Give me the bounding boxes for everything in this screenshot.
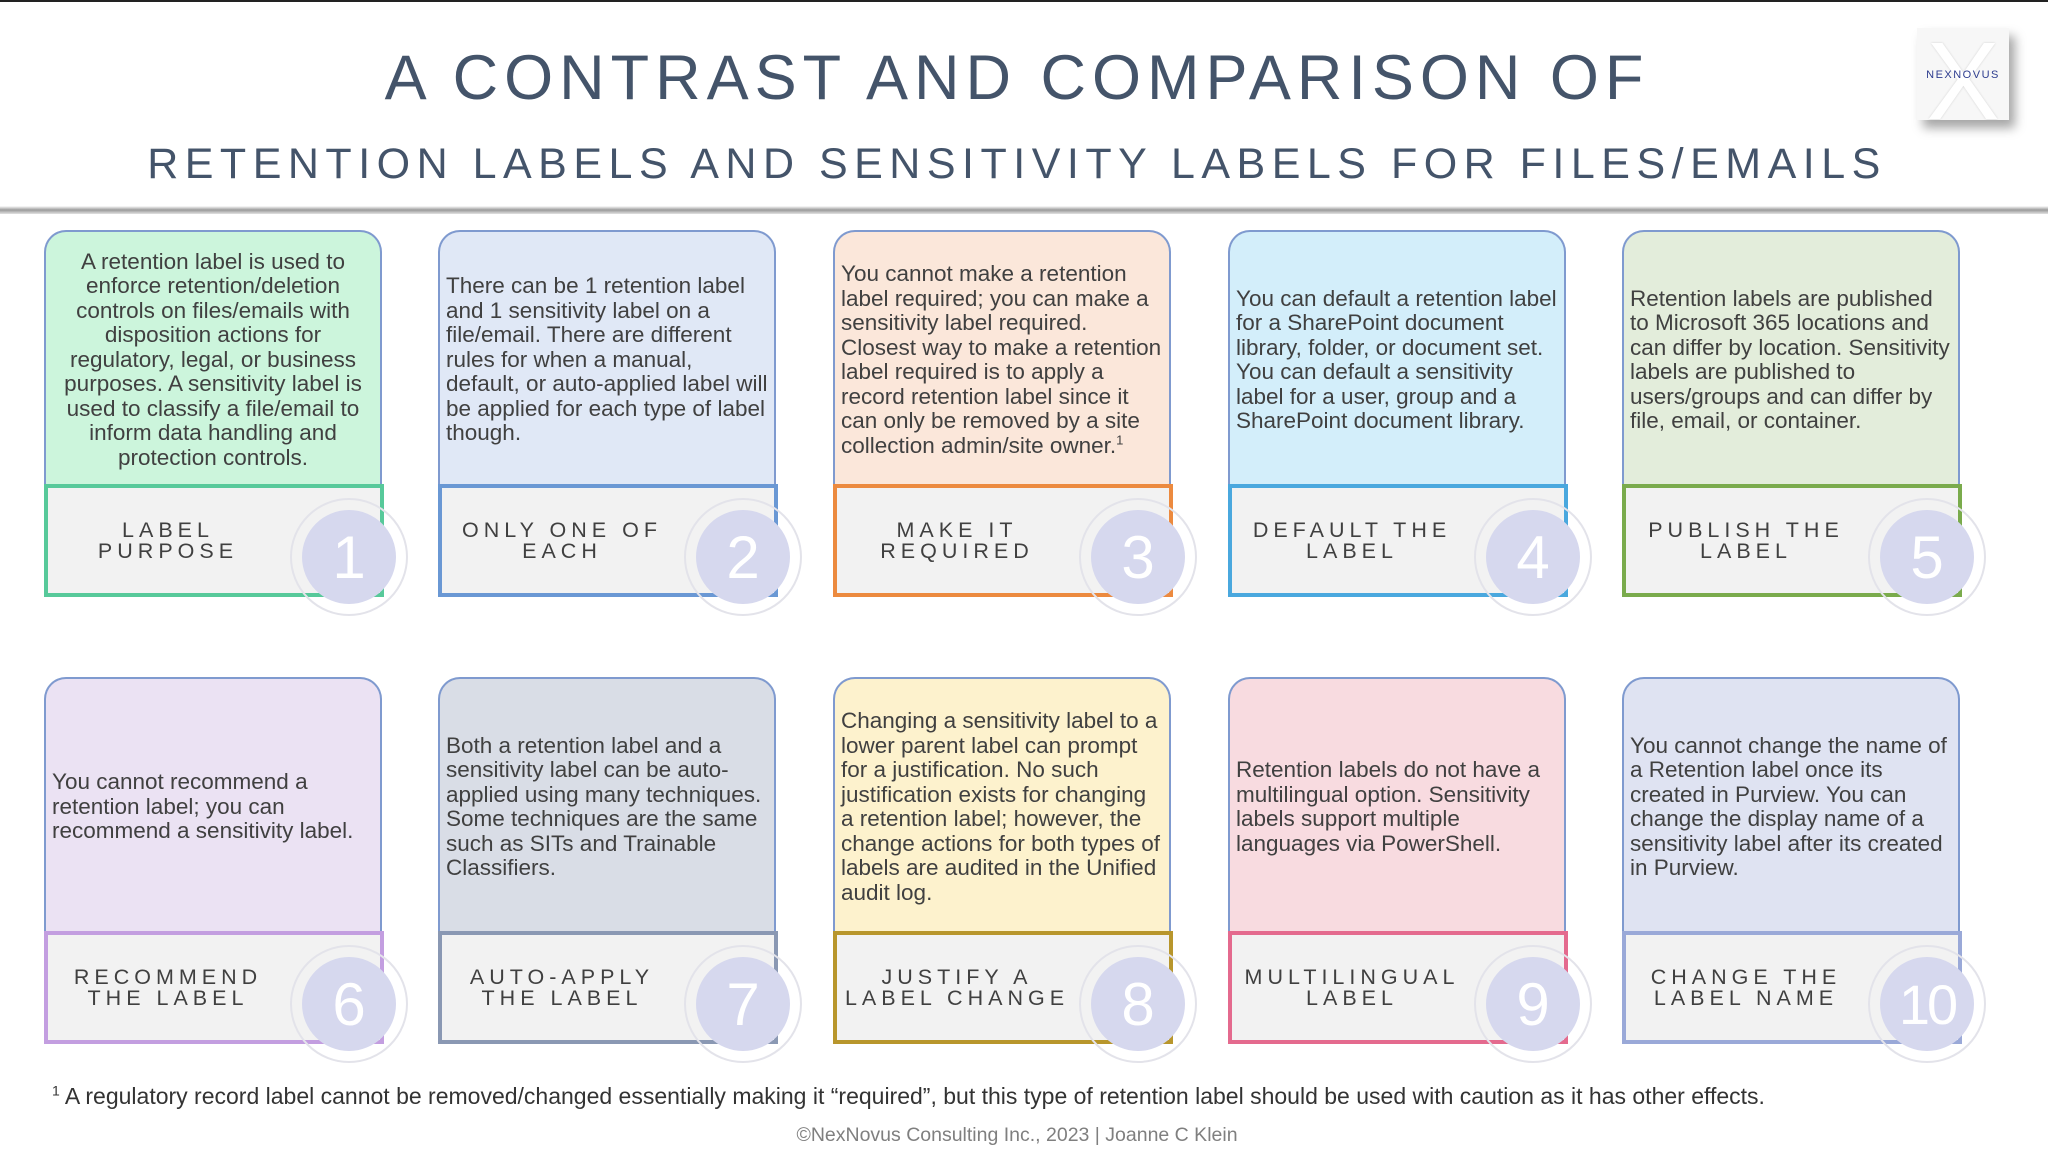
number-ring xyxy=(290,945,408,1063)
card-description-panel: Retention labels do not have a multiling… xyxy=(1228,677,1566,935)
number-ring xyxy=(1079,498,1197,616)
comparison-card: You cannot recommend a retention label; … xyxy=(44,677,408,1063)
comparison-card: There can be 1 retention label and 1 sen… xyxy=(438,230,802,616)
card-number-badge: 6 xyxy=(302,957,396,1051)
comparison-card: You cannot make a retention label requir… xyxy=(833,230,1197,616)
number-ring xyxy=(684,498,802,616)
card-description: Retention labels are published to Micros… xyxy=(1630,285,1950,433)
number-ring xyxy=(1474,498,1592,616)
card-description: There can be 1 retention label and 1 sen… xyxy=(446,273,768,446)
comparison-card: Retention labels do not have a multiling… xyxy=(1228,677,1592,1063)
card-number-badge: 4 xyxy=(1486,510,1580,604)
card-description: You can default a retention label for a … xyxy=(1236,285,1557,433)
number-ring xyxy=(1474,945,1592,1063)
card-description-panel: Changing a sensitivity label to a lower … xyxy=(833,677,1171,935)
card-description-panel: You cannot recommend a retention label; … xyxy=(44,677,382,935)
card-description: You cannot make a retention label requir… xyxy=(841,261,1162,458)
card-description-panel: You cannot change the name of a Retentio… xyxy=(1622,677,1960,935)
card-description-panel: There can be 1 retention label and 1 sen… xyxy=(438,230,776,488)
card-number-badge: 3 xyxy=(1091,510,1185,604)
footnote: 1 A regulatory record label cannot be re… xyxy=(52,1083,1765,1110)
card-number-badge: 1 xyxy=(302,510,396,604)
card-number-badge: 5 xyxy=(1880,510,1974,604)
card-description: You cannot recommend a retention label; … xyxy=(52,769,354,844)
card-description: You cannot change the name of a Retentio… xyxy=(1630,732,1947,880)
card-description-panel: Both a retention label and a sensitivity… xyxy=(438,677,776,935)
comparison-card: A retention label is used to enforce ret… xyxy=(44,230,408,616)
page-title: A CONTRAST AND COMPARISON OF xyxy=(384,43,1650,113)
page-subtitle: RETENTION LABELS AND SENSITIVITY LABELS … xyxy=(147,140,1887,188)
footnote-ref: 1 xyxy=(1116,432,1124,447)
card-label: RECOMMEND THE LABEL xyxy=(73,964,263,1010)
number-ring xyxy=(1868,498,1986,616)
nexnovus-logo: X NEXNOVUS xyxy=(1917,28,2009,120)
copyright-footer: ©NexNovus Consulting Inc., 2023 | Joanne… xyxy=(796,1124,1238,1146)
number-ring xyxy=(1079,945,1197,1063)
comparison-card: Retention labels are published to Micros… xyxy=(1622,230,1986,616)
comparison-card: You can default a retention label for a … xyxy=(1228,230,1592,616)
card-label: MAKE IT REQUIRED xyxy=(880,517,1034,563)
card-description-panel: Retention labels are published to Micros… xyxy=(1622,230,1960,488)
card-label: ONLY ONE OF EACH xyxy=(462,517,662,563)
card-number-badge: 8 xyxy=(1091,957,1185,1051)
comparison-card: Both a retention label and a sensitivity… xyxy=(438,677,802,1063)
comparison-card: Changing a sensitivity label to a lower … xyxy=(833,677,1197,1063)
logo-text: NEXNOVUS xyxy=(1926,69,2000,81)
card-description-panel: A retention label is used to enforce ret… xyxy=(44,230,382,488)
card-number-badge: 10 xyxy=(1880,957,1974,1051)
card-description-panel: You can default a retention label for a … xyxy=(1228,230,1566,488)
card-number-badge: 2 xyxy=(696,510,790,604)
footnote-marker: 1 xyxy=(52,1082,60,1099)
card-label: LABEL PURPOSE xyxy=(97,517,239,563)
card-description: A retention label is used to enforce ret… xyxy=(64,248,362,470)
card-description: Changing a sensitivity label to a lower … xyxy=(841,708,1160,905)
card-label: DEFAULT THE LABEL xyxy=(1252,517,1452,563)
number-ring xyxy=(290,498,408,616)
card-label: AUTO-APPLY THE LABEL xyxy=(469,964,655,1010)
card-label: JUSTIFY A LABEL CHANGE xyxy=(844,964,1070,1010)
card-number-badge: 9 xyxy=(1486,957,1580,1051)
card-description: Retention labels do not have a multiling… xyxy=(1236,757,1540,856)
card-label: MULTILINGUAL LABEL xyxy=(1244,964,1460,1010)
card-description-panel: You cannot make a retention label requir… xyxy=(833,230,1171,488)
card-description: Both a retention label and a sensitivity… xyxy=(446,732,762,880)
comparison-card: You cannot change the name of a Retentio… xyxy=(1622,677,1986,1063)
logo-letter: X xyxy=(1926,28,2000,120)
card-label: CHANGE THE LABEL NAME xyxy=(1650,964,1842,1010)
footnote-text: A regulatory record label cannot be remo… xyxy=(64,1083,1765,1109)
number-ring xyxy=(684,945,802,1063)
header-divider xyxy=(0,206,2048,214)
card-number-badge: 7 xyxy=(696,957,790,1051)
card-label: PUBLISH THE LABEL xyxy=(1648,517,1844,563)
top-border xyxy=(0,0,2048,2)
number-ring xyxy=(1868,945,1986,1063)
